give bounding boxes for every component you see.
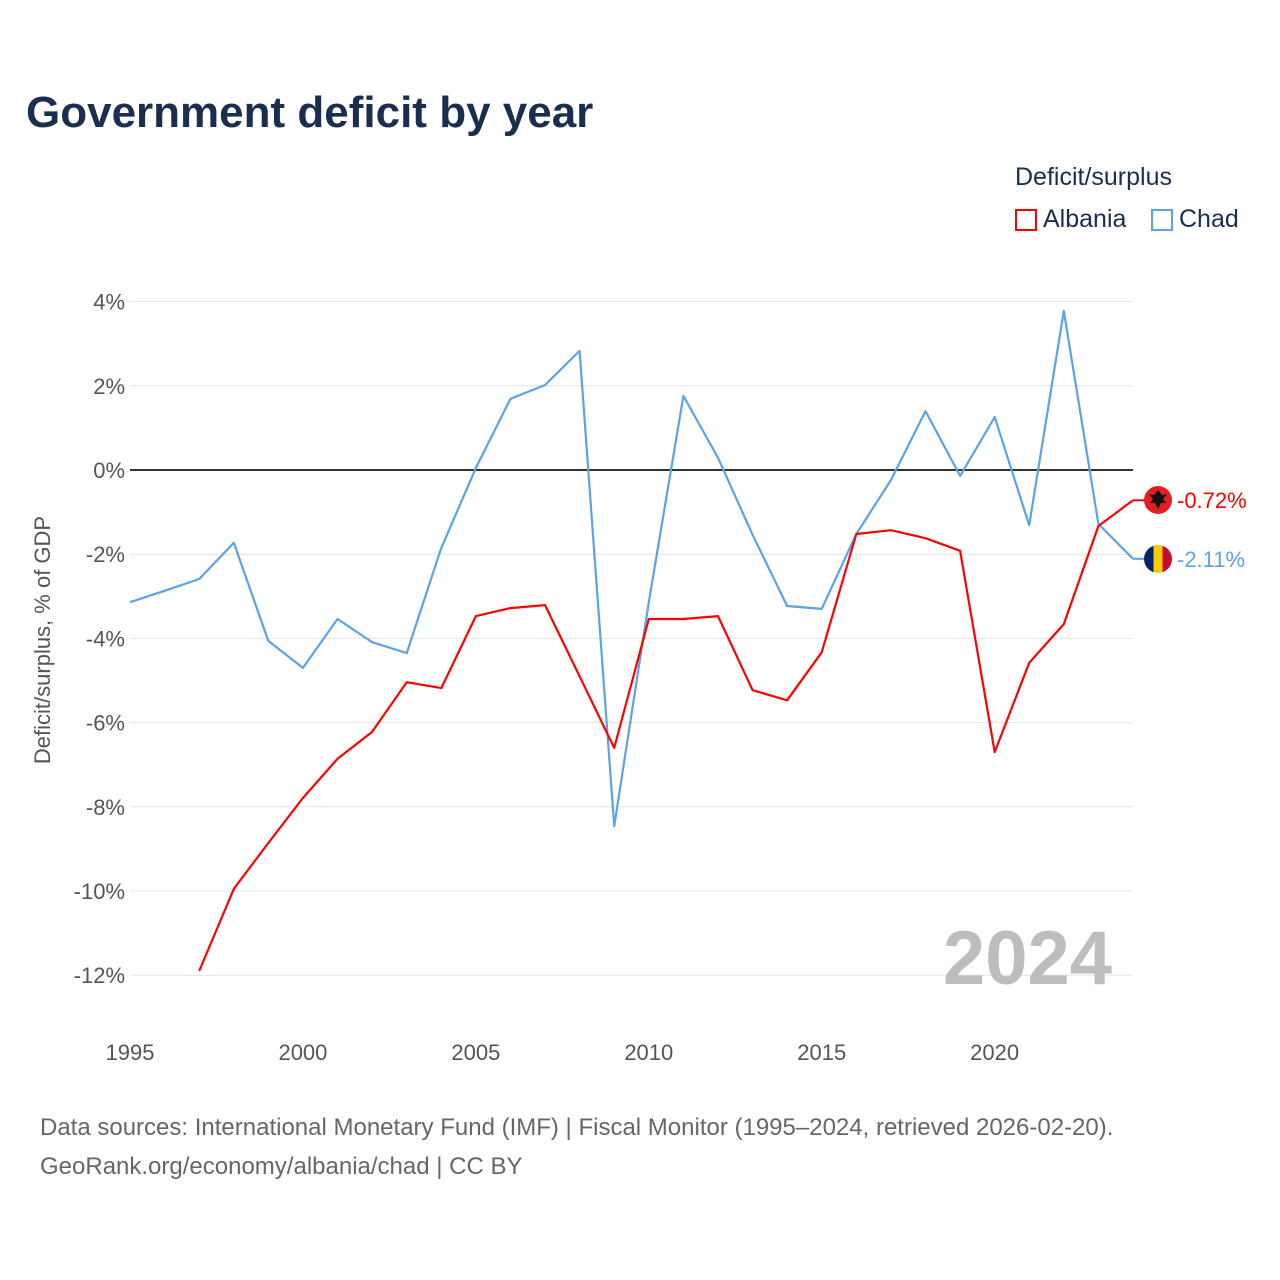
data-point-albania[interactable] <box>507 605 513 611</box>
data-point-chad[interactable] <box>473 465 479 471</box>
data-point-chad[interactable] <box>265 638 271 644</box>
data-point-albania[interactable] <box>750 687 756 693</box>
data-point-albania[interactable] <box>438 685 444 691</box>
y-tick-label: -2% <box>86 542 125 567</box>
x-tick-label: 2000 <box>278 1040 327 1065</box>
data-point-chad[interactable] <box>680 393 686 399</box>
data-point-chad[interactable] <box>335 616 341 622</box>
data-point-chad[interactable] <box>750 532 756 538</box>
data-point-chad[interactable] <box>231 540 237 546</box>
data-point-albania[interactable] <box>300 795 306 801</box>
data-point-albania[interactable] <box>265 840 271 846</box>
data-point-chad[interactable] <box>1061 308 1067 314</box>
data-point-albania[interactable] <box>1026 660 1032 666</box>
data-point-chad[interactable] <box>715 455 721 461</box>
chart-title: Government deficit by year <box>26 88 594 137</box>
y-tick-label: -6% <box>86 711 125 736</box>
data-point-chad[interactable] <box>992 414 998 420</box>
series-line-chad <box>129 309 1134 828</box>
data-point-albania[interactable] <box>369 729 375 735</box>
data-point-albania[interactable] <box>992 749 998 755</box>
y-tick-label: 0% <box>93 458 125 483</box>
legend-title: Deficit/surplus <box>1015 163 1172 191</box>
data-point-albania[interactable] <box>611 745 617 751</box>
data-point-chad[interactable] <box>577 348 583 354</box>
data-point-albania[interactable] <box>922 535 928 541</box>
data-point-albania[interactable] <box>784 697 790 703</box>
legend-item-chad[interactable]: Chad <box>1151 205 1239 234</box>
source-note: Data sources: International Monetary Fun… <box>40 1108 1113 1186</box>
x-tick-label: 1995 <box>106 1040 155 1065</box>
y-tick-label: -4% <box>86 626 125 651</box>
data-point-albania[interactable] <box>577 673 583 679</box>
y-tick-label: -10% <box>74 879 125 904</box>
y-tick-label: -8% <box>86 795 125 820</box>
data-point-albania[interactable] <box>404 679 410 685</box>
data-point-albania[interactable] <box>888 527 894 533</box>
data-point-chad[interactable] <box>922 408 928 414</box>
data-point-albania[interactable] <box>1095 523 1101 529</box>
x-tick-label: 2015 <box>797 1040 846 1065</box>
legend-label-chad: Chad <box>1179 205 1239 233</box>
source-link[interactable]: GeoRank.org/economy/albania/chad | CC BY <box>40 1153 523 1180</box>
data-point-albania[interactable] <box>715 613 721 619</box>
data-point-chad[interactable] <box>1026 522 1032 528</box>
chad-end-label: -2.11% <box>1177 547 1245 572</box>
data-point-chad[interactable] <box>438 545 444 551</box>
data-point-albania[interactable] <box>853 531 859 537</box>
albania-end-label: -0.72% <box>1177 488 1247 513</box>
data-point-chad[interactable] <box>611 823 617 829</box>
data-point-chad[interactable] <box>957 473 963 479</box>
x-tick-label: 2020 <box>970 1040 1019 1065</box>
data-point-albania[interactable] <box>231 886 237 892</box>
y-tick-label: -12% <box>74 963 125 988</box>
data-point-albania[interactable] <box>680 616 686 622</box>
y-tick-label: 4% <box>93 290 125 315</box>
series-line-albania <box>198 499 1134 972</box>
data-point-albania[interactable] <box>196 968 202 974</box>
legend-label-albania: Albania <box>1043 205 1127 233</box>
x-tick-label: 2005 <box>451 1040 500 1065</box>
data-point-chad[interactable] <box>162 588 168 594</box>
data-point-albania[interactable] <box>1061 621 1067 627</box>
source-line: Data sources: International Monetary Fun… <box>40 1114 1114 1141</box>
albania-flag-icon <box>1144 486 1172 514</box>
data-point-chad[interactable] <box>369 639 375 645</box>
line-chart: 4% 2% 0% -2% -4% -6% -8% -10% -12% 1995 2000 2005 20… <box>30 290 1247 1065</box>
data-point-albania[interactable] <box>473 613 479 619</box>
legend-item-albania[interactable]: Albania <box>1015 205 1126 234</box>
data-point-chad[interactable] <box>196 576 202 582</box>
data-point-albania[interactable] <box>646 616 652 622</box>
year-label: 2024 <box>943 916 1112 1001</box>
data-point-albania[interactable] <box>542 602 548 608</box>
data-point-albania[interactable] <box>819 649 825 655</box>
data-point-chad[interactable] <box>507 396 513 402</box>
y-axis-label: Deficit/surplus, % of GDP <box>30 516 55 764</box>
y-tick-label: 2% <box>93 374 125 399</box>
data-point-albania[interactable] <box>957 548 963 554</box>
legend-swatch-chad <box>1151 208 1173 231</box>
data-point-chad[interactable] <box>300 665 306 671</box>
data-point-chad[interactable] <box>819 606 825 612</box>
data-point-chad[interactable] <box>127 599 133 605</box>
data-point-albania[interactable] <box>335 756 341 762</box>
data-point-chad[interactable] <box>784 603 790 609</box>
data-point-chad[interactable] <box>404 650 410 656</box>
x-tick-label: 2010 <box>624 1040 673 1065</box>
chad-flag-icon <box>1144 545 1172 573</box>
legend-swatch-albania <box>1015 208 1037 231</box>
data-point-chad[interactable] <box>646 599 652 605</box>
data-point-chad[interactable] <box>542 382 548 388</box>
data-point-chad[interactable] <box>888 477 894 483</box>
